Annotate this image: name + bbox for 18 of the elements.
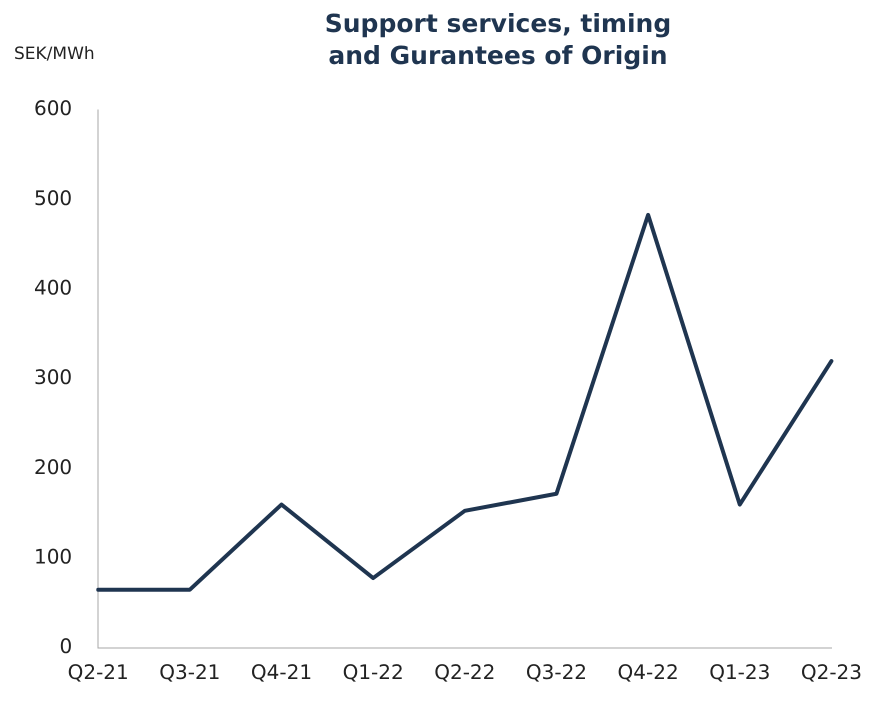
y-tick-label: 500 xyxy=(34,186,72,210)
y-tick-label: 100 xyxy=(34,544,72,569)
x-tick-label: Q2-21 xyxy=(68,660,129,684)
x-tick-label: Q3-22 xyxy=(526,660,588,684)
x-tick-label: Q2-22 xyxy=(434,660,496,684)
y-tick-label: 300 xyxy=(34,365,72,390)
x-tick-label: Q4-22 xyxy=(618,660,679,684)
chart-title: Support services, timing and Gurantees of Origin xyxy=(324,8,672,72)
x-tick-label: Q3-21 xyxy=(159,660,220,684)
y-tick-label: 200 xyxy=(34,454,72,479)
x-tick-label: Q1-23 xyxy=(709,660,770,684)
y-tick-label: 400 xyxy=(34,276,72,300)
y-tick-label: 600 xyxy=(34,96,72,120)
x-tick-label: Q4-21 xyxy=(250,660,312,684)
x-tick-label: Q2-23 xyxy=(800,660,862,684)
y-tick-label: 0 xyxy=(59,634,72,658)
x-tick-label: Q1-22 xyxy=(342,660,404,684)
y-axis-title: SEK/MWh xyxy=(14,44,95,64)
